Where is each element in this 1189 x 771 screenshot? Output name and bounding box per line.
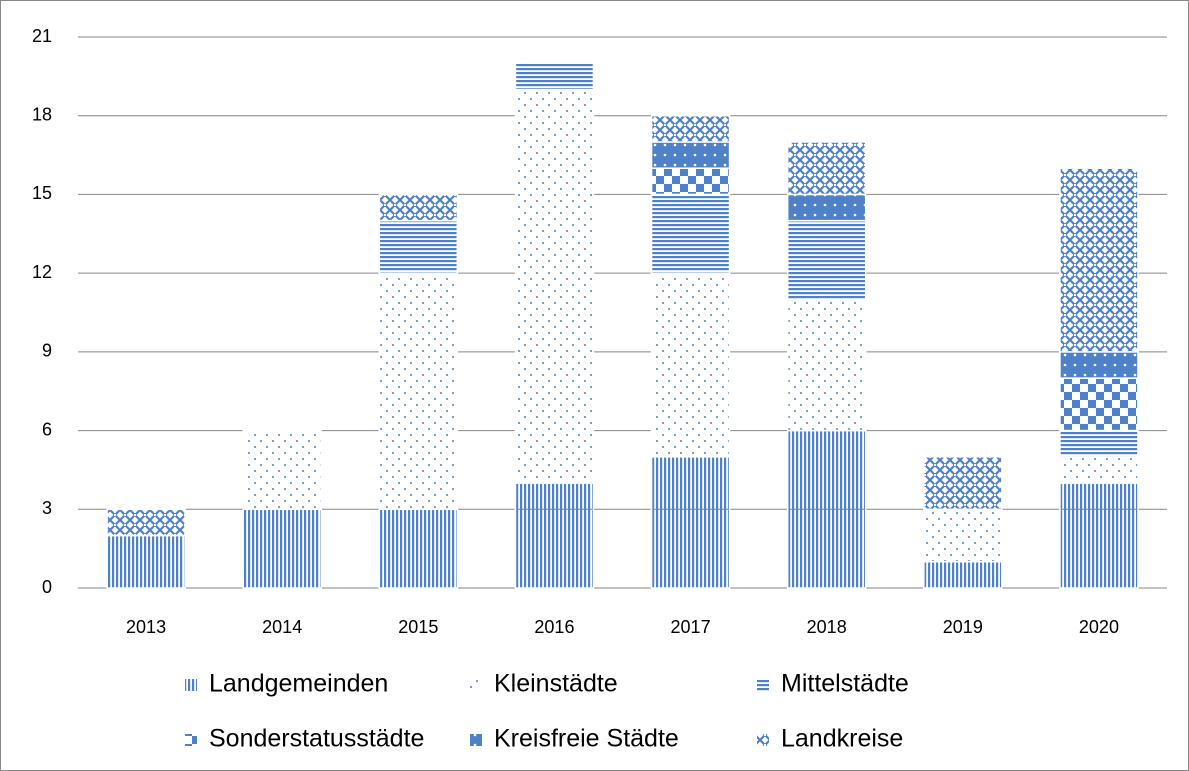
legend-label: Landkreise [781, 725, 903, 753]
legend-marker [185, 679, 197, 691]
bar-segment [1059, 429, 1139, 458]
bar-segment [786, 219, 867, 301]
bar-segment [1059, 167, 1139, 353]
legend-label: Mittelstädte [781, 670, 909, 698]
x-tick-label: 2016 [534, 617, 574, 637]
x-tick-label: 2017 [671, 617, 711, 637]
x-tick-label: 2018 [807, 617, 847, 637]
bar-segment [106, 534, 186, 589]
bar-segment [650, 456, 731, 589]
bar-segment [1059, 456, 1139, 484]
bar-segment [514, 482, 595, 589]
legend-marker [185, 734, 197, 746]
legend-label: Sonderstatusstädte [209, 725, 424, 753]
y-tick-label: 12 [32, 262, 52, 282]
bar-segment [378, 272, 459, 511]
bar-segment [378, 508, 459, 589]
y-tick-label: 15 [32, 183, 52, 203]
bar-segment [923, 508, 1003, 563]
bar-segment [242, 508, 322, 589]
bar-segment [786, 429, 867, 589]
legend-label: Kleinstädte [494, 670, 618, 698]
legend-marker [470, 679, 482, 691]
bar-segment [514, 62, 595, 91]
y-tick-label: 6 [42, 419, 52, 439]
bar-segment [378, 193, 459, 222]
x-tick-label: 2013 [126, 617, 166, 637]
legend-label: Kreisfreie Städte [494, 725, 679, 753]
y-tick-label: 0 [42, 577, 52, 597]
bar-segment [650, 167, 731, 196]
bar-segment [1059, 351, 1139, 379]
bar-segment [1059, 482, 1139, 589]
bar-segment [923, 456, 1003, 511]
bar-segment [923, 561, 1003, 589]
bar-segment [650, 272, 731, 458]
bar-segment [650, 193, 731, 274]
legend-marker [757, 679, 769, 691]
bar-segment [650, 114, 731, 143]
bar-segment [378, 219, 459, 274]
bar-segment [650, 141, 731, 169]
y-tick-label: 9 [42, 341, 52, 361]
y-tick-label: 18 [32, 104, 52, 124]
x-tick-label: 2015 [398, 617, 438, 637]
x-tick-label: 2019 [943, 617, 983, 637]
bar-segment [106, 508, 186, 537]
legend-marker [470, 734, 482, 746]
bar-segment [1059, 377, 1139, 432]
legend-marker [757, 734, 769, 746]
bar-segment [786, 141, 867, 196]
bar-segment [514, 88, 595, 484]
bar-segment [242, 429, 322, 511]
y-tick-label: 21 [32, 26, 52, 46]
bar-segment [786, 193, 867, 222]
bar-segment [786, 298, 867, 432]
x-tick-label: 2020 [1079, 617, 1119, 637]
x-tick-label: 2014 [262, 617, 302, 637]
legend-label: Landgemeinden [209, 670, 388, 698]
y-tick-label: 3 [42, 498, 52, 518]
